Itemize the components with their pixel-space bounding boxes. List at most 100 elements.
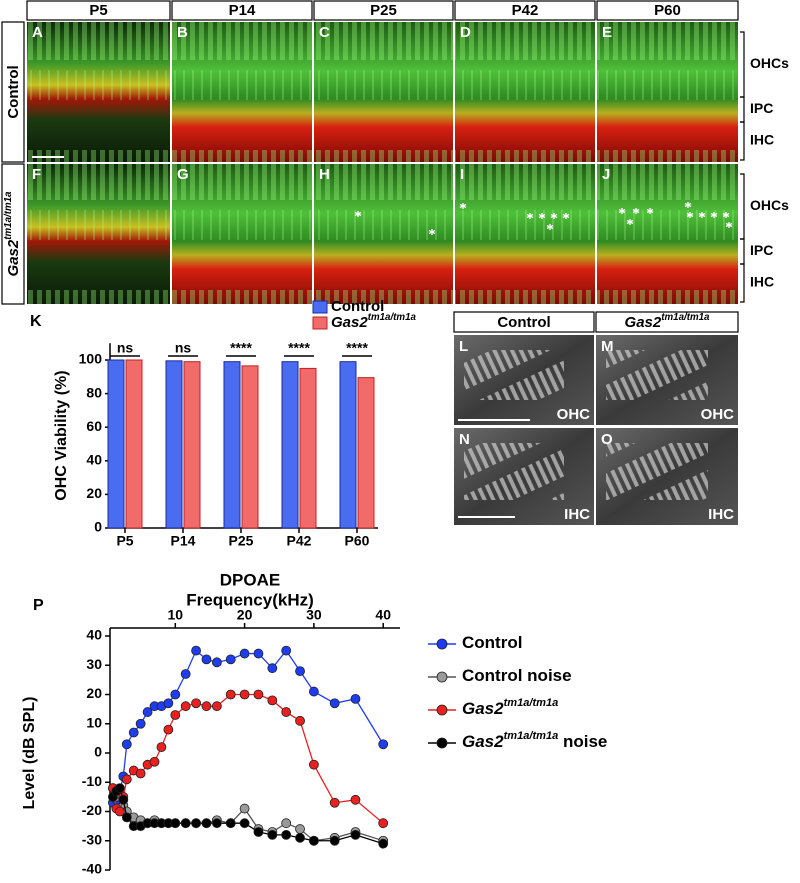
asterisk (618, 208, 626, 214)
legend-label: Gas2tm1a/tm1a (462, 697, 558, 718)
sem-header-main: Control (497, 314, 550, 331)
bar (339, 361, 357, 529)
y-tick-label: 20 (86, 685, 102, 701)
micrograph-cells (172, 164, 312, 304)
legend-label-sup: tm1a/tm1a (368, 312, 417, 323)
legend-label: Gas2tm1a/tm1a noise (462, 730, 607, 751)
column-header: P5 (89, 2, 107, 19)
data-point (180, 669, 191, 679)
sem-hairs (464, 350, 564, 400)
data-point (121, 774, 132, 785)
data-point (253, 689, 264, 700)
legend-label-main: Control (462, 633, 522, 652)
x-tick-label: P5 (116, 533, 133, 549)
panel-letter: G (177, 166, 189, 183)
data-point (180, 701, 191, 712)
column-header-box (454, 0, 596, 21)
data-point (295, 715, 305, 726)
panel-letter: H (319, 166, 330, 183)
panel-letter: I (460, 166, 464, 183)
region-label: IPC (750, 100, 773, 116)
x-tick-label: 20 (237, 607, 253, 623)
asterisk (626, 219, 634, 225)
y-tick-label: 60 (86, 418, 102, 434)
data-point (135, 718, 146, 729)
column-header: P25 (370, 2, 397, 19)
data-point (281, 707, 292, 717)
data-point (329, 698, 340, 709)
data-point (308, 686, 319, 697)
asterisk (459, 203, 467, 209)
data-point (225, 654, 236, 665)
y-axis-label: Level (dB SPL) (21, 697, 38, 810)
data-point (350, 794, 361, 805)
series-line (112, 787, 384, 842)
bracket (740, 238, 745, 265)
data-point (308, 759, 319, 770)
data-point (295, 824, 305, 834)
data-point (350, 830, 361, 840)
row-label: Control (5, 65, 22, 118)
column-header-box (171, 0, 313, 21)
data-point (149, 756, 160, 767)
bar (183, 361, 201, 529)
data-point (239, 648, 250, 659)
data-point (118, 794, 129, 805)
micrograph-cells (27, 164, 170, 304)
asterisk (686, 212, 694, 218)
legend-marker (436, 671, 448, 683)
sem-caption: IHC (708, 506, 734, 523)
data-point (170, 710, 181, 720)
asterisk (684, 202, 692, 208)
data-point (281, 818, 292, 829)
column-header-box (313, 0, 454, 21)
x-axis-label: Frequency(kHz) (186, 590, 314, 609)
data-point (191, 645, 201, 656)
data-point (329, 835, 340, 846)
row-label-main: Gas2 (5, 239, 22, 276)
panel-letter: J (602, 166, 610, 183)
data-point (201, 701, 212, 712)
asterisk (725, 222, 733, 228)
legend-marker (436, 704, 448, 716)
asterisk (538, 213, 546, 219)
bar (125, 359, 143, 529)
significance-label: **** (288, 340, 310, 356)
data-point (295, 666, 305, 676)
data-point (350, 693, 361, 704)
micrograph-cells (597, 22, 738, 162)
data-point (211, 657, 222, 668)
y-tick-label: 10 (86, 714, 102, 730)
y-tick-label: -40 (82, 861, 102, 877)
sem-caption: OHC (557, 406, 591, 423)
region-label: IHC (750, 274, 774, 290)
x-tick-label: P60 (345, 533, 370, 549)
sem-hairs (464, 443, 564, 500)
sem-caption: OHC (701, 406, 735, 423)
data-point (170, 689, 181, 700)
sem-hairs (606, 443, 708, 500)
panel-letter: P (33, 597, 44, 614)
y-tick-label: -20 (82, 802, 102, 818)
data-point (142, 707, 153, 717)
data-point (156, 742, 167, 753)
asterisk (722, 212, 730, 218)
data-point (191, 818, 201, 829)
micrograph-cells (314, 22, 453, 162)
data-point (281, 830, 292, 840)
bar (223, 361, 241, 529)
y-tick-label: 100 (79, 351, 103, 367)
legend-label-main: Gas2 (462, 699, 504, 718)
asterisk (550, 213, 558, 219)
data-point (239, 689, 250, 700)
data-point (239, 818, 250, 829)
y-tick-label: 0 (94, 519, 102, 535)
data-point (308, 835, 319, 846)
bracket (740, 31, 745, 98)
y-axis-label: OHC Viability (%) (53, 370, 70, 500)
legend-label: Control (331, 298, 384, 315)
bar (107, 359, 125, 529)
data-point (329, 797, 340, 808)
significance-label: **** (346, 340, 368, 356)
data-point (180, 818, 191, 829)
